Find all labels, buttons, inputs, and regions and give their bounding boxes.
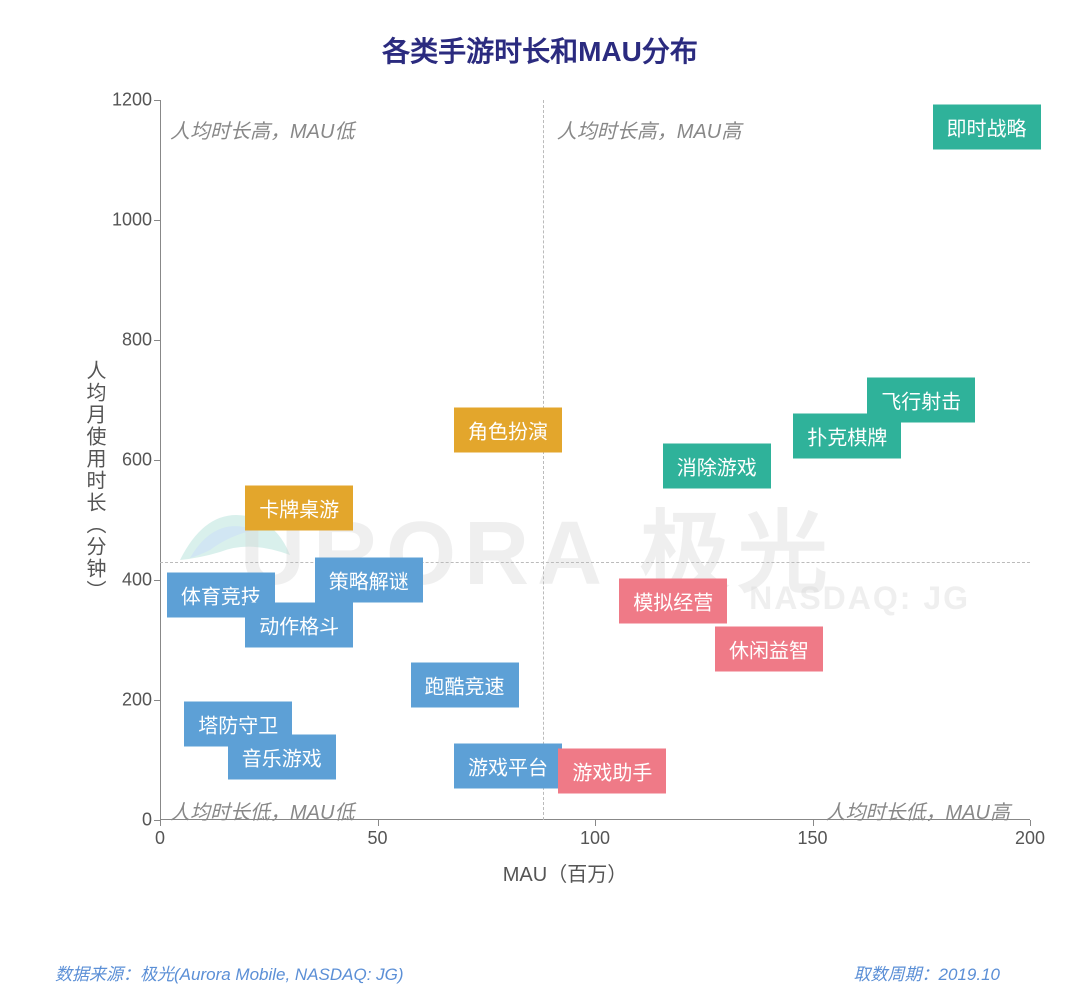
y-tick (154, 460, 160, 461)
x-tick (813, 820, 814, 826)
footer-source: 数据来源：极光(Aurora Mobile, NASDAQ: JG) (55, 960, 404, 985)
divider-vertical (543, 100, 544, 820)
data-point-模拟经营: 模拟经营 (619, 579, 727, 624)
y-tick-label: 1000 (112, 210, 152, 231)
data-point-即时战略: 即时战略 (933, 105, 1041, 150)
y-tick-label: 200 (122, 690, 152, 711)
y-tick (154, 340, 160, 341)
data-point-游戏平台: 游戏平台 (454, 744, 562, 789)
y-tick-label: 1200 (112, 90, 152, 111)
data-point-休闲益智: 休闲益智 (715, 627, 823, 672)
quadrant-label: 人均时长低，MAU低 (170, 796, 354, 825)
divider-horizontal (160, 562, 1030, 563)
chart-title: 各类手游时长和MAU分布 (0, 0, 1080, 70)
x-tick-label: 150 (797, 828, 827, 849)
y-tick (154, 580, 160, 581)
data-point-音乐游戏: 音乐游戏 (228, 735, 336, 780)
footer-period: 取数周期：2019.10 (854, 960, 1000, 985)
x-tick-label: 100 (580, 828, 610, 849)
x-tick-label: 0 (155, 828, 165, 849)
y-tick-label: 0 (142, 810, 152, 831)
data-point-游戏助手: 游戏助手 (558, 748, 666, 793)
y-tick (154, 100, 160, 101)
y-tick (154, 220, 160, 221)
data-point-卡牌桌游: 卡牌桌游 (245, 486, 353, 531)
data-point-跑酷竞速: 跑酷竞速 (411, 663, 519, 708)
y-tick-label: 800 (122, 330, 152, 351)
y-tick (154, 700, 160, 701)
chart-area: URORA 极光 NASDAQ: JG 人均月使用时长（分钟） MAU（百万） … (100, 100, 1030, 870)
x-tick-label: 200 (1015, 828, 1045, 849)
data-point-动作格斗: 动作格斗 (245, 603, 353, 648)
x-axis-title: MAU（百万） (503, 858, 627, 887)
x-tick (1030, 820, 1031, 826)
quadrant-label: 人均时长高，MAU低 (170, 115, 354, 144)
quadrant-label: 人均时长高，MAU高 (557, 115, 741, 144)
y-axis-title: 人均月使用时长（分钟） (80, 360, 109, 602)
quadrant-label: 人均时长低，MAU高 (826, 796, 1010, 825)
y-tick-label: 400 (122, 570, 152, 591)
data-point-角色扮演: 角色扮演 (454, 408, 562, 453)
data-point-策略解谜: 策略解谜 (315, 558, 423, 603)
data-point-扑克棋牌: 扑克棋牌 (793, 414, 901, 459)
x-tick (378, 820, 379, 826)
data-point-消除游戏: 消除游戏 (663, 444, 771, 489)
y-tick-label: 600 (122, 450, 152, 471)
x-tick-label: 50 (367, 828, 387, 849)
x-tick (595, 820, 596, 826)
x-tick (160, 820, 161, 826)
